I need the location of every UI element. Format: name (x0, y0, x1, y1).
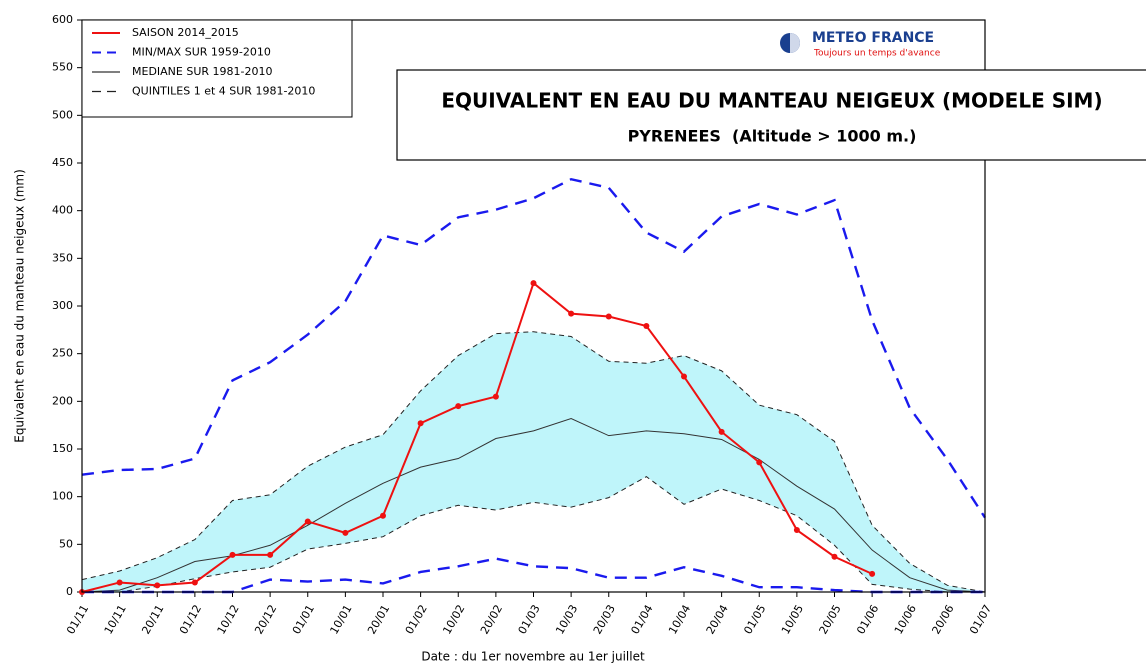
series-line (81, 177, 987, 519)
y-axis-label: Equivalent en eau du manteau neigeux (mm… (13, 169, 27, 443)
series-line (81, 331, 986, 593)
series-point (267, 551, 274, 558)
y-tick-label: 550 (52, 61, 73, 74)
series-point (229, 551, 236, 558)
legend-label: QUINTILES 1 et 4 SUR 1981-2010 (132, 85, 315, 98)
series-point (643, 323, 650, 330)
series-point (116, 579, 123, 586)
y-tick-label: 250 (52, 347, 73, 360)
series-point (869, 570, 876, 577)
x-axis-label: Date : du 1er novembre au 1er juillet (421, 650, 645, 664)
series-point (191, 579, 198, 586)
series-point (154, 582, 161, 589)
series-point (380, 512, 386, 519)
y-tick-label: 100 (52, 490, 73, 503)
series-point (492, 393, 499, 400)
series-point (718, 428, 725, 435)
series-point (455, 403, 462, 410)
logo-icon-light (790, 33, 800, 53)
y-tick-label: 0 (66, 585, 73, 598)
series-point (756, 459, 763, 466)
title-box (396, 69, 1146, 161)
series-point (605, 313, 612, 320)
logo-name: METEO FRANCE (812, 30, 934, 46)
y-tick-label: 600 (52, 13, 73, 26)
y-tick-label: 200 (52, 394, 73, 407)
chart-subtitle: PYRENEES (Altitude > 1000 m.) (628, 127, 917, 146)
y-tick-label: 350 (52, 251, 73, 264)
legend-box (81, 19, 353, 118)
y-tick-label: 500 (52, 108, 73, 121)
chart-title: EQUIVALENT EN EAU DU MANTEAU NEIGEUX (MO… (441, 89, 1102, 113)
y-tick-label: 400 (52, 204, 73, 217)
logo: METEO FRANCE Toujours un temps d'avance (780, 30, 941, 59)
series-point (831, 553, 838, 560)
series-point (530, 280, 537, 287)
logo-slogan: Toujours un temps d'avance (813, 49, 941, 59)
y-tick-label: 450 (52, 156, 73, 169)
series-point (304, 518, 311, 525)
plot-frame (81, 19, 986, 593)
y-tick-label: 50 (59, 537, 73, 550)
series-point (417, 420, 424, 427)
quintile-band (82, 331, 985, 592)
y-tick-label: 150 (52, 442, 73, 455)
series-point (793, 527, 800, 534)
series-point (568, 310, 575, 317)
y-tick-label: 300 (52, 299, 73, 312)
series-line (81, 281, 873, 593)
series-point (681, 373, 687, 380)
legend-label: SAISON 2014_2015 (132, 26, 239, 39)
series-point (342, 529, 349, 536)
legend-label: MIN/MAX SUR 1959-2010 (132, 46, 271, 59)
series-line (82, 476, 985, 593)
legend-label: MEDIANE SUR 1981-2010 (132, 65, 273, 78)
